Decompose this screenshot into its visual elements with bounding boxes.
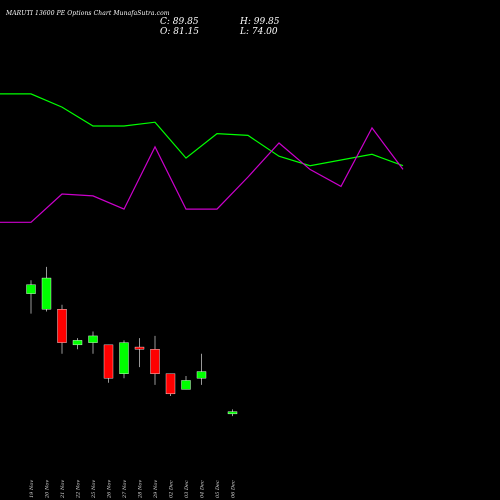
x-tick-label: 03 Dec — [184, 480, 190, 498]
close-value: C: 89.85 — [160, 17, 199, 27]
indicator-line-2 — [0, 126, 404, 223]
x-tick-label: 06 Dec — [231, 480, 237, 498]
x-tick-label: 02 Dec — [169, 480, 175, 498]
candle-body — [134, 346, 145, 350]
candle-body — [103, 344, 114, 379]
x-axis-labels: 19 Nov 20 Nov 21 Nov 22 Nov 25 Nov 26 Nov 27 N… — [29, 480, 237, 499]
candle-body — [227, 411, 238, 415]
candles — [26, 266, 238, 417]
indicator-line-1 — [0, 93, 404, 167]
x-tick-label: 25 Nov — [91, 480, 97, 499]
x-tick-label: 21 Nov — [60, 480, 66, 499]
x-tick-label: 26 Nov — [107, 480, 113, 499]
candle-body — [165, 373, 176, 395]
x-tick-label: 04 Dec — [200, 480, 206, 498]
candle-body — [72, 340, 83, 346]
candle-body — [57, 309, 67, 343]
open-value: O: 81.15 — [160, 27, 200, 37]
candle-body — [150, 349, 160, 374]
x-tick-label: 20 Nov — [45, 480, 51, 499]
x-tick-label: 05 Dec — [215, 480, 221, 498]
x-tick-label: 27 Nov — [122, 480, 128, 499]
candle-body — [181, 380, 191, 390]
indicator-lines — [0, 93, 404, 223]
x-tick-label: 19 Nov — [29, 480, 35, 498]
low-value: L: 74.00 — [240, 27, 278, 37]
candle-body — [88, 335, 98, 343]
high-value: H: 99.85 — [240, 17, 280, 27]
candle-body — [26, 284, 36, 294]
chart-title: MARUTI 13600 PE Options Chart MunafaSutr… — [6, 10, 170, 17]
x-tick-label: 22 Nov — [76, 480, 82, 499]
candle-body — [119, 342, 129, 374]
candle-body — [196, 371, 207, 379]
x-tick-label: 28 Nov — [138, 480, 144, 499]
candle-body — [41, 277, 52, 310]
x-tick-label: 29 Nov — [153, 480, 159, 499]
